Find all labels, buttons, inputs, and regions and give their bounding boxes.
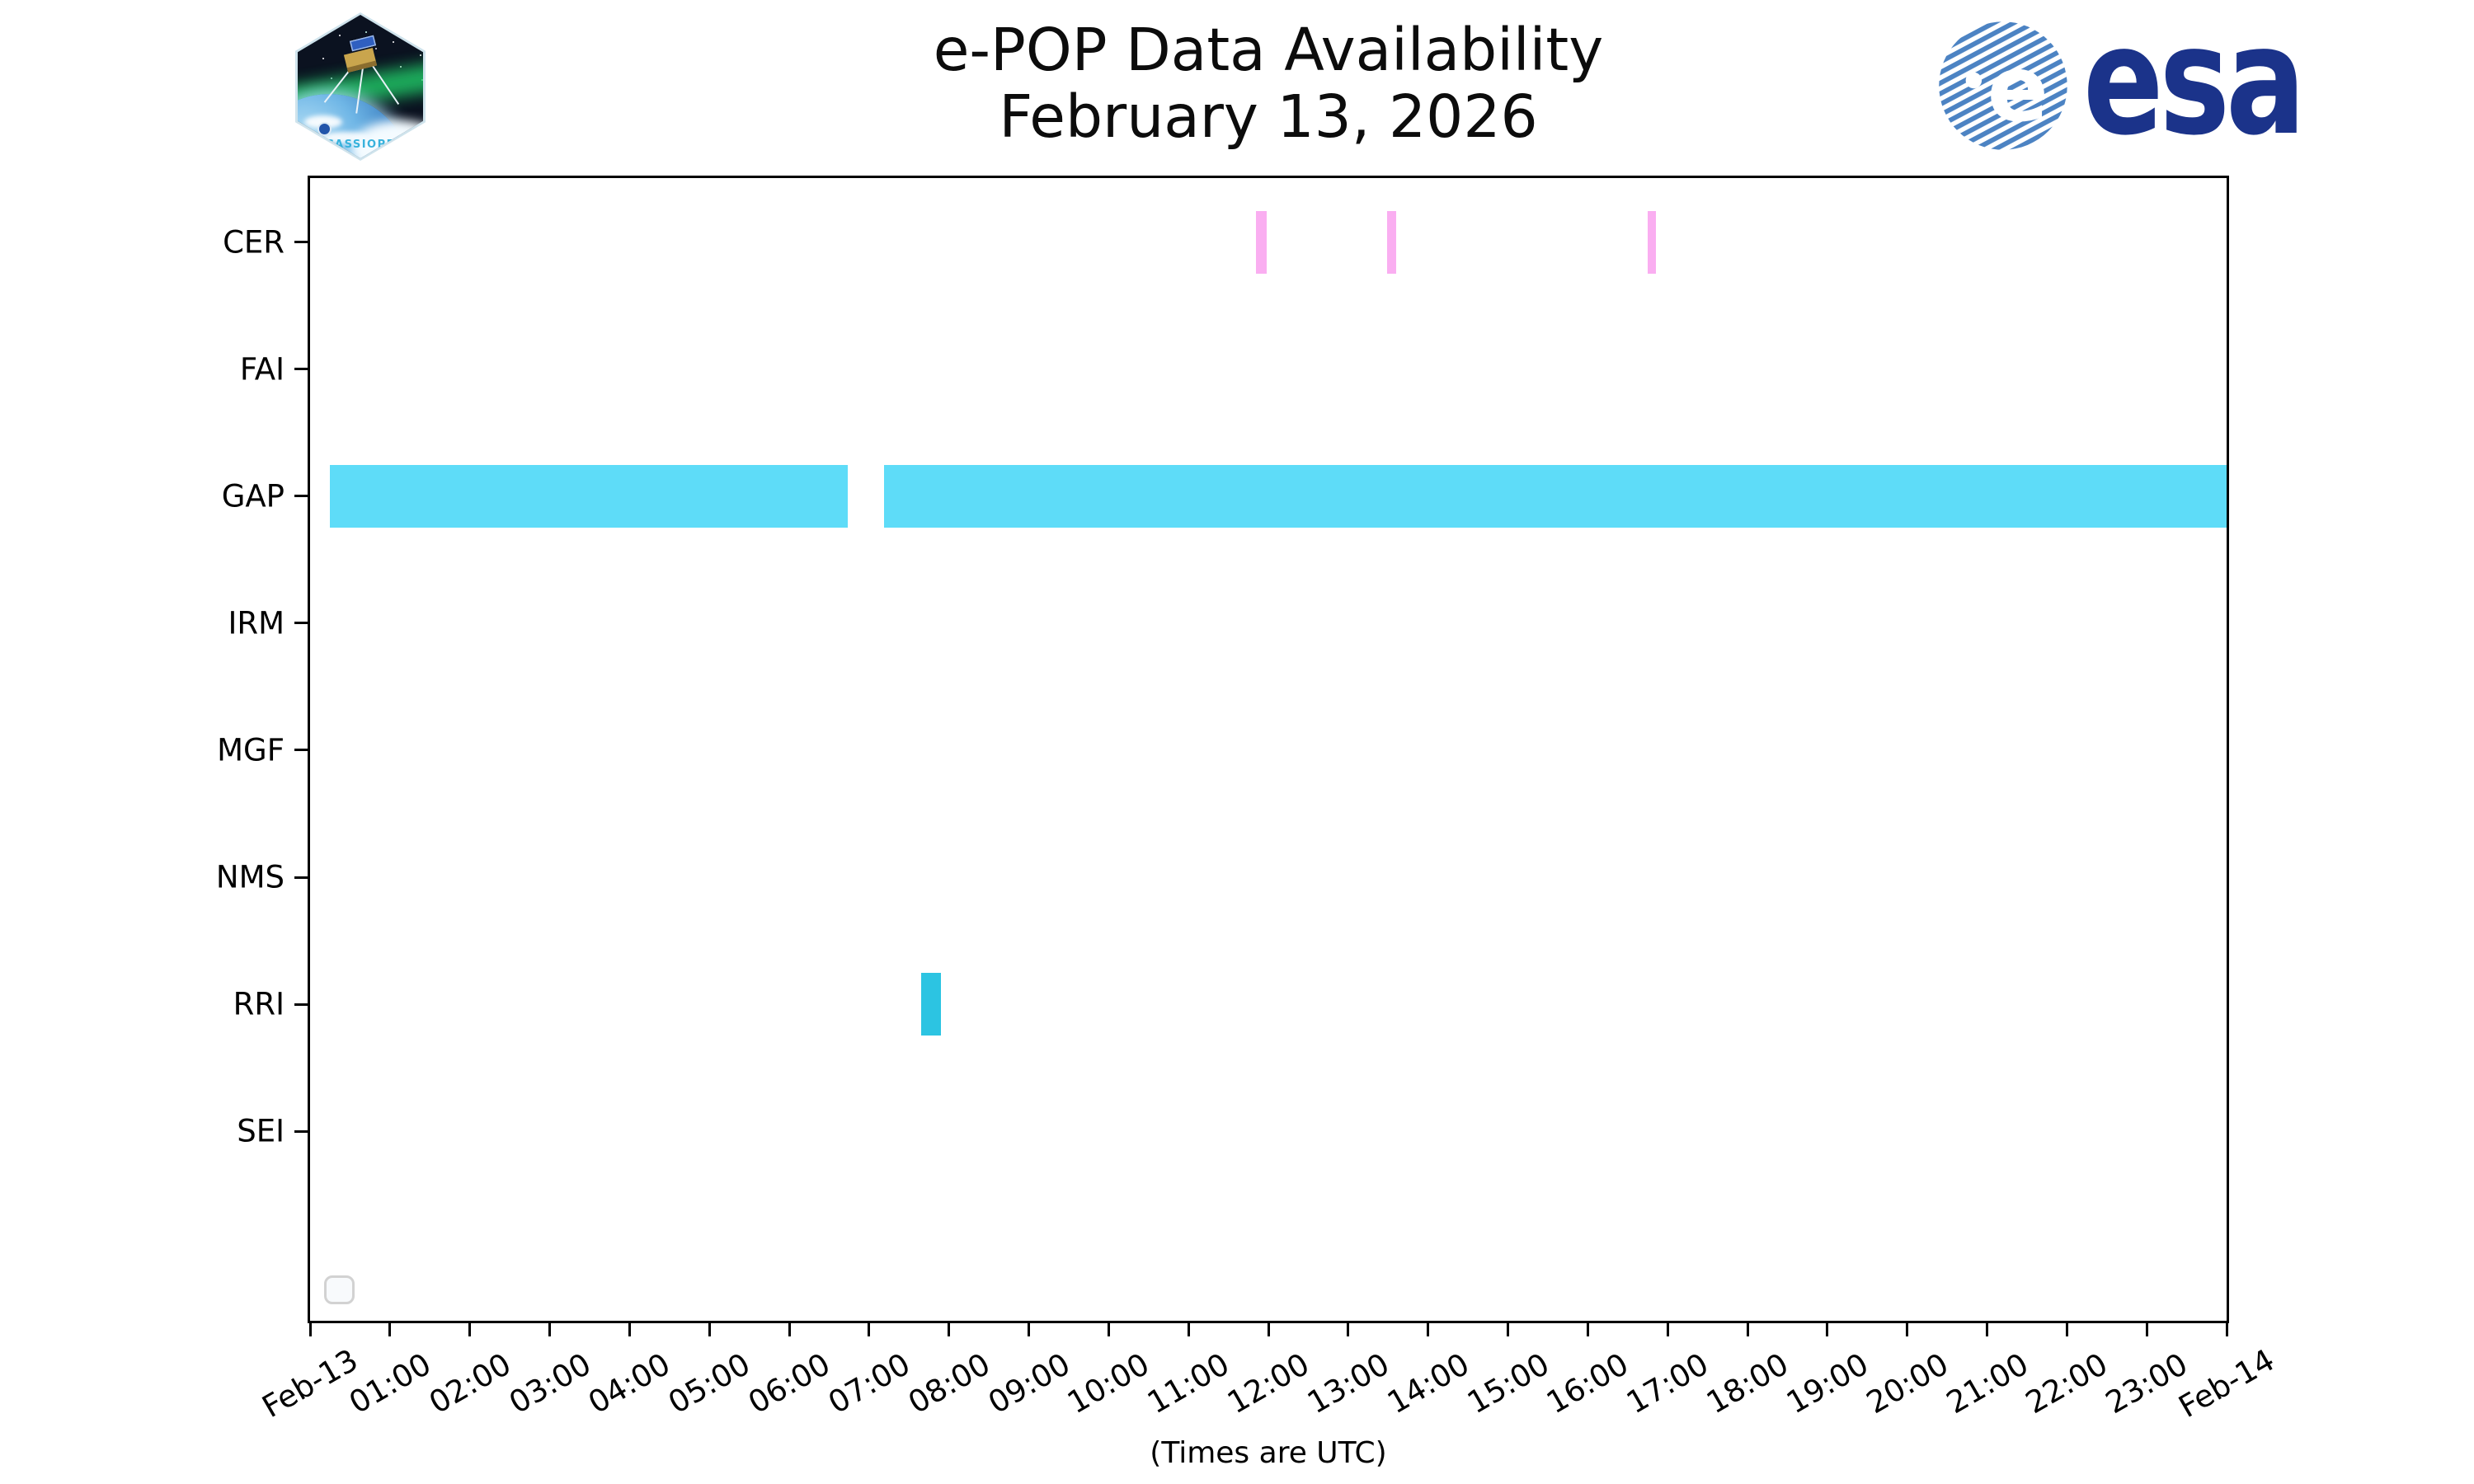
x-axis-label: 10:00: [1061, 1345, 1156, 1421]
y-axis-label-rri: RRI: [233, 986, 285, 1022]
x-axis-tick: [1107, 1323, 1110, 1336]
x-axis-note: (Times are UTC): [1150, 1436, 1387, 1470]
y-axis-tick: [294, 368, 308, 371]
legend-box: [324, 1275, 355, 1304]
x-axis-label: 16:00: [1540, 1345, 1635, 1421]
y-axis-label-sei: SEI: [237, 1113, 285, 1149]
y-axis-tick: [294, 1003, 308, 1006]
chart-title-line1: e-POP Data Availability: [933, 16, 1604, 84]
availability-bar-gap: [883, 464, 2227, 528]
x-axis-label: 22:00: [2020, 1345, 2114, 1421]
availability-bar-cer: [1256, 210, 1268, 274]
svg-text:e: e: [1987, 36, 2049, 142]
x-axis-label: 21:00: [1940, 1345, 2034, 1421]
x-axis-label: 08:00: [901, 1345, 996, 1421]
y-axis-tick: [294, 1129, 308, 1133]
y-axis-tick: [294, 241, 308, 243]
x-axis-tick: [1666, 1323, 1669, 1336]
x-axis-label: Feb-13: [256, 1341, 365, 1425]
y-axis-tick: [294, 622, 308, 625]
x-axis-label: 12:00: [1221, 1345, 1315, 1421]
x-axis-label: 06:00: [742, 1345, 836, 1421]
x-axis-label: 14:00: [1380, 1345, 1475, 1421]
x-axis-tick: [1746, 1323, 1749, 1336]
x-axis-tick: [1187, 1323, 1190, 1336]
y-axis-label-fai: FAI: [239, 351, 285, 387]
x-axis-label: 01:00: [342, 1345, 437, 1421]
x-axis-label: 05:00: [662, 1345, 757, 1421]
y-axis-label-mgf: MGF: [217, 732, 285, 768]
x-axis-tick: [308, 1323, 312, 1336]
y-axis-tick: [294, 876, 308, 879]
x-axis-label: 09:00: [981, 1345, 1076, 1421]
y-axis-label-nms: NMS: [215, 859, 285, 895]
x-axis-label: 03:00: [502, 1345, 597, 1421]
y-axis-label-irm: IRM: [228, 605, 285, 641]
esa-logo: e esa: [1936, 6, 2359, 156]
x-axis-label: 18:00: [1700, 1345, 1794, 1421]
x-axis-tick: [2065, 1323, 2068, 1336]
x-axis-tick: [868, 1323, 871, 1336]
x-axis-label: 11:00: [1141, 1345, 1236, 1421]
x-axis-tick: [708, 1323, 711, 1336]
x-axis-tick: [948, 1323, 951, 1336]
x-axis-tick: [1427, 1323, 1430, 1336]
availability-bar-cer: [1647, 210, 1656, 274]
cassiope-patch-label: CASSIOPE: [325, 139, 396, 151]
x-axis-label: Feb-14: [2172, 1341, 2281, 1425]
agency-roundel-icon: [319, 124, 330, 134]
y-axis-tick: [294, 749, 308, 752]
y-axis-label-gap: GAP: [221, 478, 285, 514]
x-axis-tick: [628, 1323, 631, 1336]
availability-bar-gap: [330, 464, 848, 528]
x-axis-label: 02:00: [422, 1345, 517, 1421]
x-axis-label: 04:00: [582, 1345, 677, 1421]
x-axis-label: 17:00: [1620, 1345, 1715, 1421]
x-axis-tick: [1507, 1323, 1509, 1336]
chart-title: e-POP Data Availability February 13, 202…: [309, 16, 2227, 150]
x-axis-label: 13:00: [1300, 1345, 1395, 1421]
x-axis-tick: [788, 1323, 791, 1336]
x-axis-label: 19:00: [1780, 1345, 1874, 1421]
x-axis-tick: [2225, 1323, 2228, 1336]
y-axis-tick: [294, 495, 308, 498]
x-axis-label: 20:00: [1860, 1345, 1954, 1421]
x-axis-label: 15:00: [1460, 1345, 1555, 1421]
x-axis-tick: [1826, 1323, 1829, 1336]
x-axis-tick: [1586, 1323, 1589, 1336]
x-axis-tick: [1028, 1323, 1030, 1336]
chart-title-line2: February 13, 2026: [999, 82, 1538, 151]
x-axis-tick: [548, 1323, 551, 1336]
x-axis-tick: [1986, 1323, 1988, 1336]
x-axis-tick: [468, 1323, 472, 1336]
esa-wordmark: esa: [2083, 0, 2306, 168]
x-axis-tick: [388, 1323, 392, 1336]
plot-area: [294, 176, 2229, 1336]
availability-bar-rri: [920, 973, 941, 1036]
x-axis-tick: [1347, 1323, 1350, 1336]
x-axis-label: 23:00: [2100, 1345, 2194, 1421]
x-axis-tick: [1906, 1323, 1909, 1336]
x-axis-label: 07:00: [821, 1345, 916, 1421]
cloud-decoration: [304, 115, 342, 129]
x-axis-tick: [1267, 1323, 1270, 1336]
availability-bar-cer: [1386, 210, 1396, 274]
esa-globe-icon: e: [1939, 21, 2067, 150]
x-axis-tick: [2145, 1323, 2148, 1336]
y-axis-label-cer: CER: [223, 224, 285, 260]
